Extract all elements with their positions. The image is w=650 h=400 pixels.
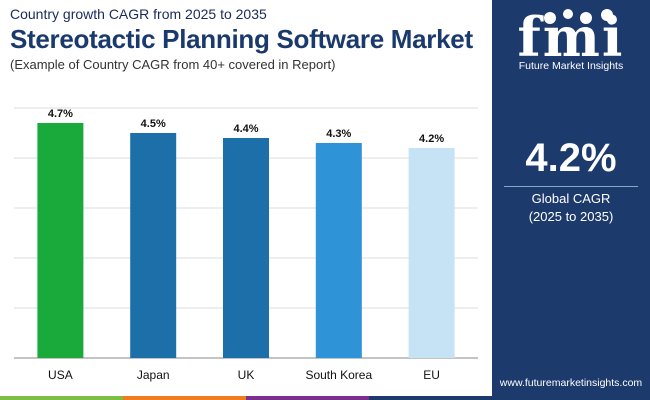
x-tick-label: Japan <box>137 368 170 382</box>
logo-tagline: Future Market Insights <box>518 60 624 72</box>
x-tick-label: USA <box>48 368 73 382</box>
logo-dot-center <box>563 9 573 19</box>
data-label: 4.3% <box>326 128 351 140</box>
data-label: 4.7% <box>48 108 73 120</box>
x-tick-label: UK <box>238 368 255 382</box>
global-cagr-value: 4.2% <box>525 136 617 180</box>
global-cagr-label: Global CAGR (2025 to 2035) <box>492 190 650 226</box>
x-tick-label: EU <box>423 368 440 382</box>
logo-dot-left <box>544 12 556 24</box>
bar-uk <box>223 138 269 358</box>
strip-segment-purple <box>246 396 369 400</box>
global-cagr-text: Global CAGR <box>531 191 611 206</box>
bar-south-korea <box>315 143 362 358</box>
data-label: 4.2% <box>419 133 444 145</box>
cagr-divider <box>504 186 638 187</box>
strip-segment-orange <box>123 396 246 400</box>
chart-subtitle: Country growth CAGR from 2025 to 2035 <box>10 6 267 22</box>
logo-dot-right <box>580 12 592 24</box>
bar-japan <box>130 133 177 358</box>
fmi-logo: fmi <box>518 6 623 62</box>
sidebar: fmi Future Market Insights 4.2% Global C… <box>492 0 650 400</box>
data-label: 4.5% <box>141 118 166 130</box>
chart-title: Stereotactic Planning Software Market <box>10 24 473 54</box>
bar-usa <box>37 123 84 358</box>
website-url[interactable]: www.futuremarketinsights.com <box>499 377 643 389</box>
strip-segment-green <box>0 396 123 400</box>
bottom-color-strip <box>0 396 492 400</box>
x-tick-label: South Korea <box>305 368 372 382</box>
chart-note: (Example of Country CAGR from 40+ covere… <box>10 57 336 72</box>
logo-dot-far-right <box>601 9 613 21</box>
bar-chart: 4.7% USA 4.5% Japan 4.4% UK 4.3% South Korea 4.2… <box>14 107 478 382</box>
data-label: 4.4% <box>233 123 258 135</box>
strip-segment-navy <box>369 396 492 400</box>
bar-eu <box>408 148 455 358</box>
global-cagr-period: (2025 to 2035) <box>528 209 614 224</box>
